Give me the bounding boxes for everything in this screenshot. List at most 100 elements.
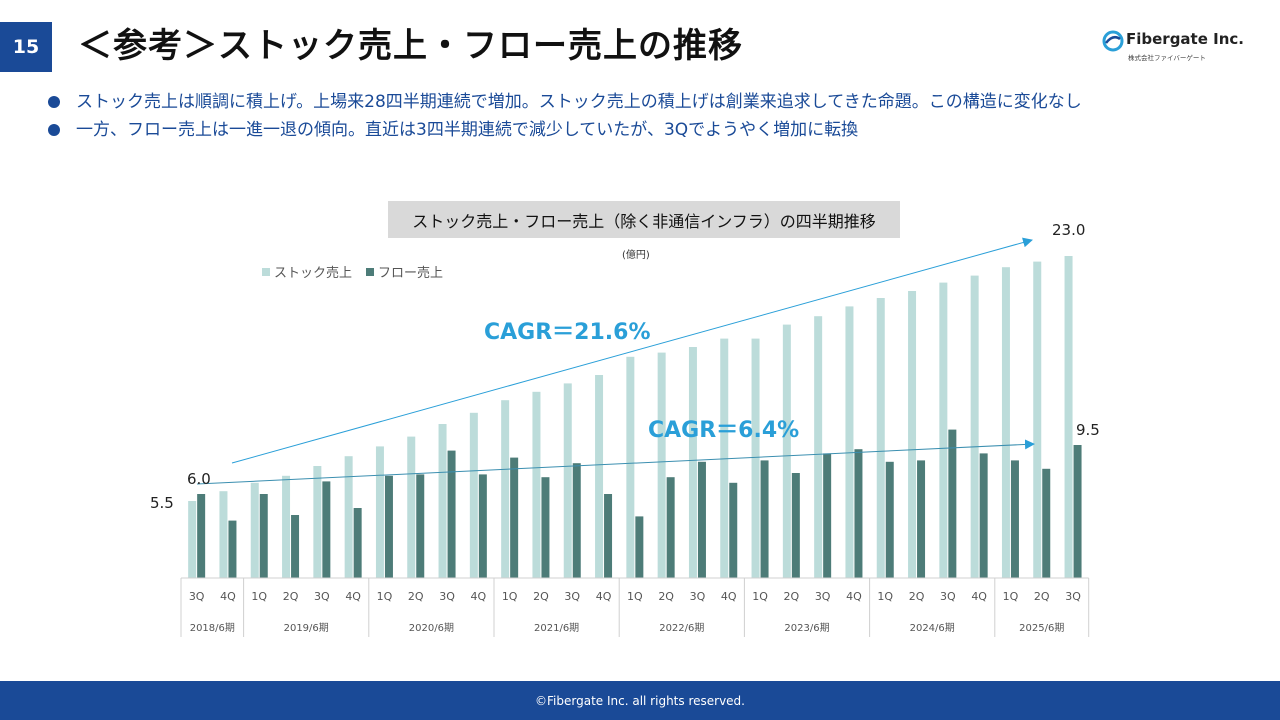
x-tick-label: 2Q <box>658 590 674 603</box>
fiscal-year-label: 2025/6期 <box>1019 622 1064 634</box>
legend-item-flow: フロー売上 <box>366 262 443 281</box>
bar-flow <box>791 473 800 578</box>
bar-stock <box>1001 267 1010 578</box>
bar-stock <box>1033 261 1042 578</box>
bar-stock <box>814 316 823 578</box>
bar-flow <box>729 482 738 578</box>
bar-stock <box>563 383 572 578</box>
bar-stock <box>250 482 259 578</box>
chart-unit: (億円) <box>622 250 650 261</box>
bar-stock <box>688 347 697 578</box>
data-label: 9.5 <box>1076 421 1100 439</box>
bullet-icon <box>48 96 60 108</box>
bar-flow <box>948 429 957 578</box>
bullet-item: 一方、フロー売上は一進一退の傾向。直近は3四半期連続で減少していたが、3Qでよう… <box>48 116 1082 144</box>
x-tick-label: 2Q <box>1034 590 1050 603</box>
x-tick-label: 2Q <box>909 590 925 603</box>
bar-flow <box>353 508 362 578</box>
bar-stock <box>595 375 604 578</box>
bar-stock <box>939 282 948 578</box>
bar-flow <box>291 515 300 578</box>
x-tick-label: 1Q <box>251 590 267 603</box>
bar-stock <box>469 412 478 578</box>
bar-flow <box>854 449 863 578</box>
bar-flow <box>666 477 675 578</box>
bar-flow <box>228 520 237 578</box>
bar-stock <box>1064 256 1073 578</box>
bar-flow <box>572 463 581 578</box>
bar-stock <box>188 501 197 578</box>
x-tick-label: 2Q <box>283 590 299 603</box>
bar-stock <box>532 391 541 578</box>
bar-stock <box>751 338 760 578</box>
x-tick-label: 2Q <box>784 590 800 603</box>
bar-flow <box>478 474 487 578</box>
bar-stock <box>501 400 510 578</box>
x-tick-label: 3Q <box>690 590 706 603</box>
bar-stock <box>626 356 635 578</box>
bar-flow <box>823 453 832 578</box>
bar-stock <box>282 475 291 578</box>
bar-flow <box>697 461 706 578</box>
bar-stock <box>375 446 384 578</box>
chart-title: ストック売上・フロー売上（除く非通信インフラ）の四半期推移 <box>388 201 900 238</box>
bar-flow <box>979 453 988 578</box>
legend-item-stock: ストック売上 <box>262 262 352 281</box>
bar-flow <box>197 494 206 578</box>
x-tick-label: 1Q <box>502 590 518 603</box>
legend-swatch-flow <box>366 267 375 276</box>
bar-stock <box>908 291 917 578</box>
fibergate-logo-icon <box>1102 30 1124 52</box>
legend-label: ストック売上 <box>274 266 353 281</box>
x-tick-label: 3Q <box>1065 590 1081 603</box>
x-tick-label: 3Q <box>815 590 831 603</box>
fiscal-year-label: 2018/6期 <box>190 622 235 634</box>
x-tick-label: 3Q <box>564 590 580 603</box>
bar-stock <box>407 436 416 578</box>
bar-flow <box>510 457 519 578</box>
x-tick-label: 4Q <box>721 590 737 603</box>
bar-stock <box>344 456 353 578</box>
bar-flow <box>447 450 456 578</box>
fiscal-year-label: 2020/6期 <box>409 622 454 634</box>
x-tick-label: 1Q <box>877 590 893 603</box>
bar-stock <box>782 324 791 578</box>
bar-flow <box>635 516 644 578</box>
fiscal-year-label: 2024/6期 <box>910 622 955 634</box>
bar-stock <box>438 424 447 578</box>
x-tick-label: 1Q <box>377 590 393 603</box>
x-tick-label: 4Q <box>471 590 487 603</box>
company-logo: Fibergate Inc. 株式会社ファイバーゲート <box>1102 30 1252 64</box>
x-tick-label: 4Q <box>596 590 612 603</box>
cagr-arrow-flow <box>196 439 1035 485</box>
bullet-item: ストック売上は順調に積上げ。上場来28四半期連続で増加。ストック売上の積上げは創… <box>48 88 1082 116</box>
bar-flow <box>322 481 331 578</box>
logo-subtitle: 株式会社ファイバーゲート <box>1128 54 1206 62</box>
bar-stock <box>876 298 885 578</box>
bullet-text: 一方、フロー売上は一進一退の傾向。直近は3四半期連続で減少していたが、3Qでよう… <box>76 120 859 140</box>
fiscal-year-label: 2019/6期 <box>284 622 329 634</box>
data-label: 23.0 <box>1052 221 1085 239</box>
footer: ©Fibergate Inc. all rights reserved. <box>0 681 1280 720</box>
x-tick-label: 4Q <box>345 590 361 603</box>
bar-flow <box>760 460 769 578</box>
bar-stock <box>657 352 666 578</box>
x-tick-label: 1Q <box>627 590 643 603</box>
bar-flow <box>1073 445 1082 578</box>
bar-flow <box>885 461 894 578</box>
page-title: ＜参考＞ストック売上・フロー売上の推移 <box>78 26 743 66</box>
fiscal-year-label: 2023/6期 <box>784 622 829 634</box>
page-number: 15 <box>0 22 52 72</box>
bar-flow <box>1010 460 1019 578</box>
fiscal-year-label: 2021/6期 <box>534 622 579 634</box>
x-tick-label: 1Q <box>752 590 768 603</box>
x-tick-label: 4Q <box>971 590 987 603</box>
x-tick-label: 4Q <box>220 590 236 603</box>
bar-stock <box>970 275 979 578</box>
x-tick-label: 3Q <box>314 590 330 603</box>
bar-stock <box>720 338 729 578</box>
bullet-text: ストック売上は順調に積上げ。上場来28四半期連続で増加。ストック売上の積上げは創… <box>76 92 1082 112</box>
bar-flow <box>917 460 926 578</box>
cagr-label-flow: CAGR＝6.4% <box>648 418 799 443</box>
